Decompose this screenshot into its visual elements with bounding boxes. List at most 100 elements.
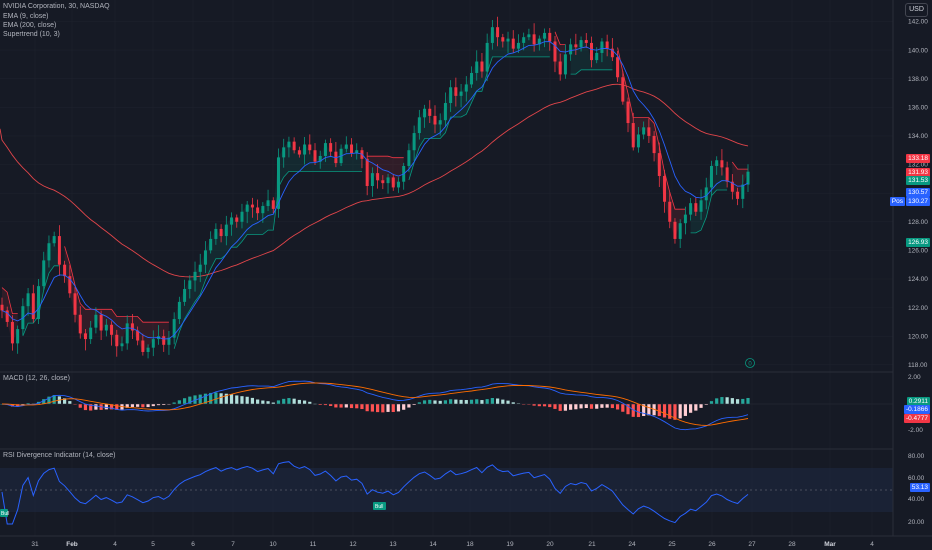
- candle: [678, 219, 682, 249]
- candle: [428, 100, 432, 124]
- candle: [83, 329, 87, 351]
- time-tick: 27: [748, 541, 756, 548]
- time-tick: 25: [668, 541, 676, 548]
- macd-legend[interactable]: MACD (12, 26, close): [3, 375, 70, 382]
- candle: [198, 253, 202, 283]
- macd-tag: -0.1866: [903, 405, 930, 414]
- time-tick: 19: [506, 541, 514, 548]
- candle: [558, 53, 562, 81]
- candle: [42, 251, 46, 291]
- candle: [475, 50, 479, 81]
- candle: [344, 136, 348, 153]
- macd-line: [1, 380, 749, 431]
- macd-histogram: [0, 392, 750, 420]
- bull-label: Bull: [373, 502, 386, 510]
- candle: [193, 261, 197, 292]
- candle: [31, 284, 35, 323]
- time-tick: 31: [31, 541, 39, 548]
- candle: [141, 333, 145, 356]
- rsi-tick: 20.00: [908, 519, 925, 526]
- candle: [370, 167, 374, 197]
- candle: [63, 260, 67, 283]
- ema9-legend[interactable]: EMA (9, close): [3, 13, 49, 20]
- candle: [730, 174, 734, 200]
- symbol-title[interactable]: NVIDIA Corporation, 30, NASDAQ: [3, 3, 110, 10]
- time-tick: 24: [628, 541, 636, 548]
- candle: [130, 313, 134, 339]
- candle: [600, 38, 604, 63]
- candle: [642, 121, 646, 140]
- time-tick: 26: [708, 541, 716, 548]
- supertrend-legend[interactable]: Supertrend (10, 3): [3, 31, 60, 38]
- candle: [396, 177, 400, 193]
- candle: [52, 231, 56, 247]
- candle: [365, 152, 369, 196]
- rsi-axis[interactable]: 80.00 60.00 40.00 20.00: [908, 453, 925, 526]
- candle: [694, 197, 698, 216]
- candle: [501, 33, 505, 48]
- candle: [407, 143, 411, 173]
- candle: [704, 177, 708, 210]
- candle: [579, 36, 583, 52]
- candle: [230, 212, 234, 236]
- time-tick: 18: [466, 541, 474, 548]
- candle: [183, 279, 187, 306]
- candle: [151, 330, 155, 357]
- candle: [720, 149, 724, 176]
- candle: [219, 224, 223, 243]
- position-label[interactable]: Pos: [889, 197, 905, 206]
- candles-layer[interactable]: [0, 16, 750, 359]
- time-tick: 12: [349, 541, 357, 548]
- candle: [115, 329, 119, 357]
- candle: [636, 127, 640, 153]
- candle: [423, 104, 427, 128]
- candle: [250, 197, 254, 218]
- candle: [532, 23, 536, 52]
- candle: [172, 312, 176, 345]
- grid-lines: [0, 0, 893, 536]
- currency-button[interactable]: USD: [905, 3, 928, 17]
- symbol-legend[interactable]: NVIDIA Corporation, 30, NASDAQ: [3, 2, 110, 11]
- macd-tag: 0.2911: [906, 397, 930, 406]
- candle: [104, 318, 108, 337]
- supertrend-layer: [1, 27, 748, 352]
- svg-text:Bull: Bull: [1, 511, 9, 517]
- candle: [490, 20, 494, 50]
- candle: [553, 36, 557, 73]
- candle: [657, 142, 661, 187]
- candle: [569, 38, 573, 61]
- rsi-line: [1, 461, 749, 525]
- candle: [511, 30, 515, 53]
- price-tag: 130.57: [906, 188, 930, 197]
- time-tick: 6: [191, 541, 195, 548]
- price-tick: 140.00: [908, 47, 928, 54]
- candle: [741, 174, 745, 209]
- alert-badge[interactable]: 0: [745, 358, 755, 368]
- candle: [188, 275, 192, 299]
- candle: [386, 173, 390, 194]
- candle: [214, 223, 218, 245]
- rsi-tick: 80.00: [908, 453, 925, 460]
- time-tick: 4: [870, 541, 874, 548]
- candle: [663, 169, 667, 213]
- time-tick: 7: [231, 541, 235, 548]
- candle: [323, 139, 327, 162]
- macd-axis[interactable]: 2.00 -2.00: [908, 374, 923, 434]
- price-tag: 126.93: [906, 238, 930, 247]
- price-tick: 142.00: [908, 19, 928, 26]
- candle: [136, 326, 140, 346]
- candle: [292, 137, 296, 154]
- price-tick: 126.00: [908, 248, 928, 255]
- candle: [589, 36, 593, 68]
- candle: [417, 109, 421, 140]
- candle: [631, 112, 635, 151]
- price-tag: 130.27: [906, 197, 930, 206]
- candle: [485, 33, 489, 82]
- candle: [381, 175, 385, 190]
- candle: [683, 206, 687, 235]
- rsi-legend[interactable]: RSI Divergence Indicator (14, close): [3, 452, 116, 459]
- ema200-legend[interactable]: EMA (200, close): [3, 22, 57, 29]
- time-axis[interactable]: 31 Feb 4 5 6 7 10 11 12 13 14 18 19 20 21 24 25 26 27 28 Mar…: [31, 541, 874, 548]
- price-tick: 120.00: [908, 333, 928, 340]
